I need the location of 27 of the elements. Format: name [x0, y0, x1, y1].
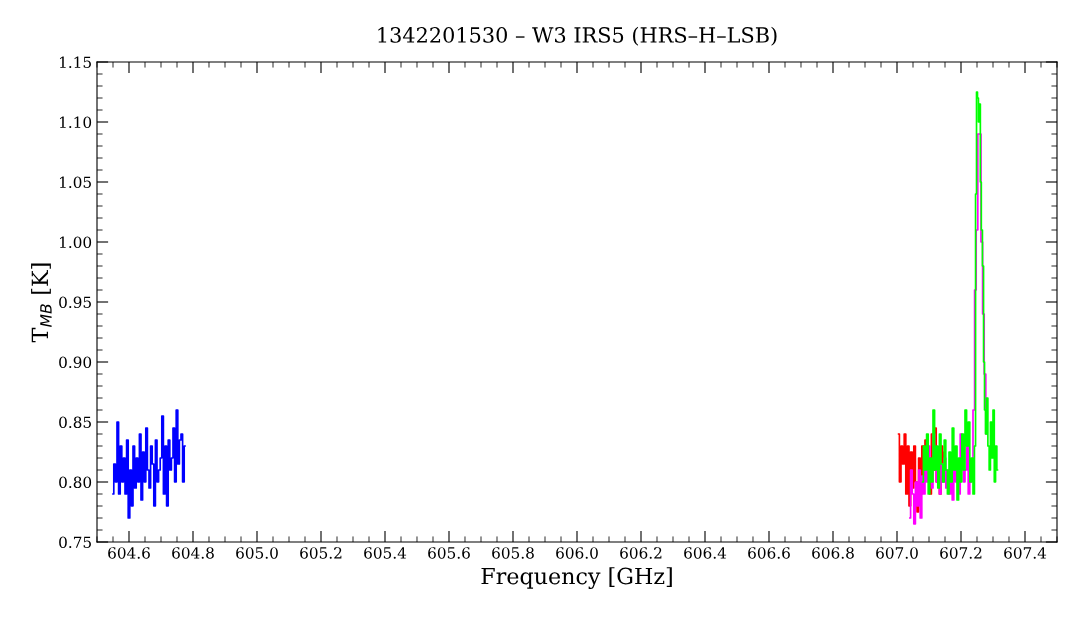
y-tick-label: 0.75 — [59, 536, 91, 549]
y-tick-label: 1.15 — [59, 56, 91, 69]
y-tick-label: 0.85 — [59, 416, 91, 429]
x-tick-label: 605.0 — [236, 547, 278, 559]
x-tick-label: 605.6 — [428, 547, 470, 559]
x-axis-title: Frequency [GHz] — [481, 567, 672, 590]
x-tick-label: 606.2 — [620, 547, 662, 559]
x-tick-label: 606.4 — [684, 547, 727, 559]
y-tick-label: 1.00 — [59, 236, 92, 249]
x-tick-label: 606.6 — [748, 547, 790, 559]
x-tick-label: 604.6 — [108, 547, 150, 559]
x-tick-label: 607.4 — [1004, 547, 1047, 559]
x-tick-label: 606.0 — [556, 547, 598, 559]
y-tick-label: 0.95 — [59, 296, 91, 309]
y-tick-label: 0.80 — [59, 476, 92, 489]
x-tick-label: 605.4 — [364, 547, 407, 559]
x-tick-label: 607.2 — [940, 547, 982, 559]
x-tick-label: 607.0 — [876, 547, 918, 559]
x-tick-label: 605.2 — [300, 547, 342, 559]
y-tick-label: 0.90 — [59, 356, 92, 369]
x-tick-label: 604.8 — [172, 547, 214, 559]
chart-title: 1342201530 – W3 IRS5 (HRS–H–LSB) — [378, 26, 777, 46]
y-axis-title: T$_{MB}$ [K] — [31, 263, 52, 343]
y-tick-label: 1.10 — [59, 116, 92, 129]
x-tick-label: 605.8 — [492, 547, 534, 559]
x-tick-label: 606.8 — [812, 547, 854, 559]
y-tick-label: 1.05 — [59, 176, 91, 189]
